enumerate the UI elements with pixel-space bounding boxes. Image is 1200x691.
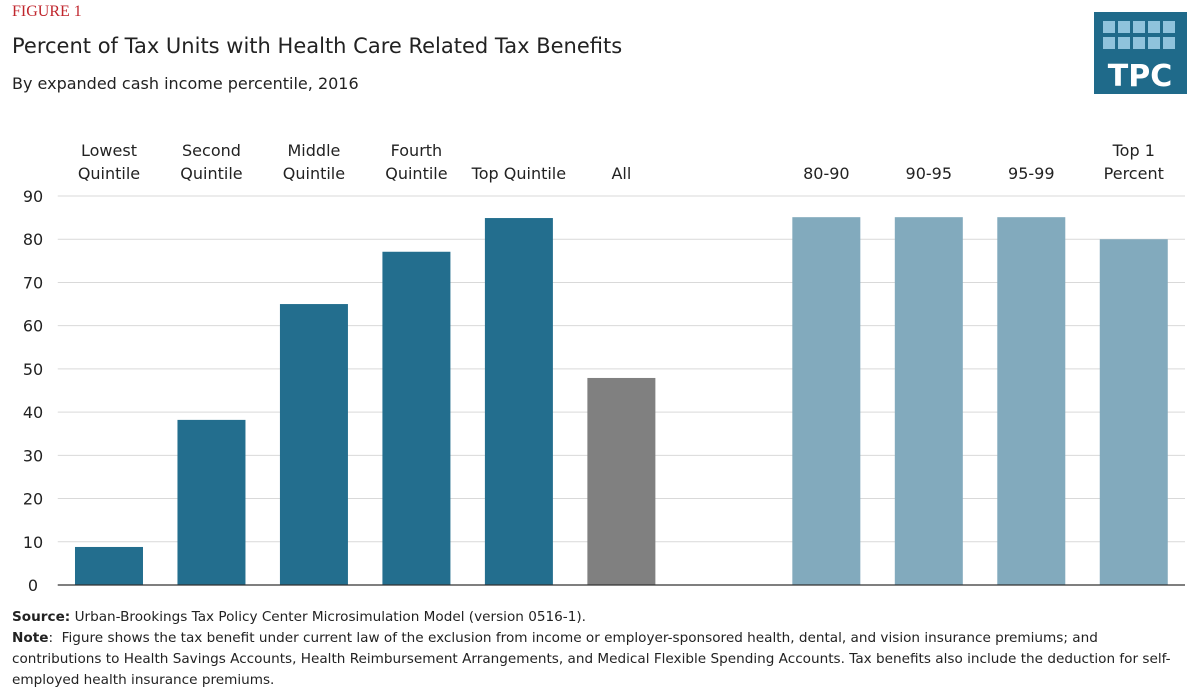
x-tick-label: Quintile [283, 164, 345, 183]
x-tick-label: Percent [1104, 164, 1164, 183]
bar [484, 218, 553, 585]
x-tick-label: Fourth [391, 141, 443, 160]
x-tick-label: All [611, 164, 631, 183]
x-tick-label: 80-90 [803, 164, 850, 183]
logo-squares [1103, 21, 1175, 49]
chart: FIGURE 1 Percent of Tax Units with Healt… [12, 3, 1187, 595]
y-tick-label: 0 [28, 576, 38, 595]
footnotes: Source: Urban-Brookings Tax Policy Cente… [12, 607, 1182, 691]
y-tick-label: 20 [23, 490, 43, 509]
x-tick-label: Top Quintile [471, 164, 566, 183]
y-tick-label: 30 [23, 446, 43, 465]
x-tick-label: 95-99 [1008, 164, 1055, 183]
x-tick-label: 90-95 [906, 164, 953, 183]
x-tick-label: Second [182, 141, 241, 160]
x-tick-label: Middle [288, 141, 341, 160]
x-tick-label: Lowest [81, 141, 137, 160]
bar [279, 304, 348, 585]
source-text: Urban-Brookings Tax Policy Center Micros… [74, 609, 586, 625]
chart-subtitle: By expanded cash income percentile, 2016 [12, 74, 359, 93]
x-tick-label: Quintile [180, 164, 242, 183]
x-tick-label: Quintile [385, 164, 447, 183]
y-tick-label: 50 [23, 360, 43, 379]
y-tick-label: 90 [23, 187, 43, 206]
y-tick-label: 80 [23, 230, 43, 249]
source: Source: Urban-Brookings Tax Policy Cente… [12, 607, 1182, 628]
x-tick-label: Quintile [78, 164, 140, 183]
y-tick-label: 70 [23, 273, 43, 292]
note-label: Note [12, 630, 49, 646]
y-tick-label: 40 [23, 403, 43, 422]
bar [587, 377, 656, 585]
y-tick-label: 10 [23, 533, 43, 552]
bar [382, 251, 451, 586]
x-tick-label: Top 1 [1112, 141, 1155, 160]
source-label: Source: [12, 609, 71, 625]
bar [74, 546, 143, 585]
figure-label: FIGURE 1 [12, 3, 82, 20]
bar [997, 217, 1066, 585]
y-tick-label: 60 [23, 317, 43, 336]
note-text: : Figure shows the tax benefit under cur… [12, 630, 1171, 688]
logo-text: TPC [1108, 59, 1172, 94]
bar [1099, 239, 1168, 585]
bar [792, 217, 861, 585]
logo: TPC [1094, 12, 1187, 94]
chart-title: Percent of Tax Units with Health Care Re… [12, 34, 622, 58]
note: Note: Figure shows the tax benefit under… [12, 628, 1182, 691]
bar [894, 217, 963, 585]
bar [177, 419, 246, 585]
